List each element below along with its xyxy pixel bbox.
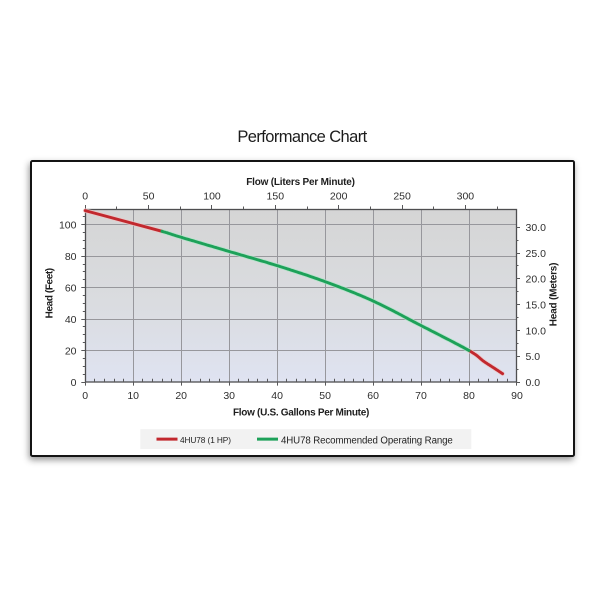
svg-text:30: 30 <box>223 390 235 402</box>
svg-text:200: 200 <box>330 191 348 203</box>
svg-text:Head (Feet): Head (Feet) <box>45 268 56 318</box>
svg-text:50: 50 <box>319 390 331 402</box>
svg-text:0: 0 <box>71 377 77 389</box>
svg-text:Head (Meters): Head (Meters) <box>549 263 560 327</box>
svg-text:Flow (U.S. Gallons Per Minute): Flow (U.S. Gallons Per Minute) <box>233 408 369 419</box>
svg-text:0: 0 <box>82 191 88 203</box>
svg-text:25.0: 25.0 <box>526 248 547 260</box>
svg-text:50: 50 <box>143 191 155 203</box>
svg-text:4HU78 Recommended Operating Ra: 4HU78 Recommended Operating Range <box>281 436 453 447</box>
svg-text:10.0: 10.0 <box>526 325 547 337</box>
svg-text:20: 20 <box>65 345 77 357</box>
svg-text:0.0: 0.0 <box>526 377 541 389</box>
svg-text:250: 250 <box>393 191 411 203</box>
svg-text:90: 90 <box>511 390 523 402</box>
svg-text:4HU78 (1 HP): 4HU78 (1 HP) <box>180 435 231 445</box>
svg-text:0: 0 <box>82 390 88 402</box>
svg-text:5.0: 5.0 <box>526 351 541 363</box>
svg-text:100: 100 <box>59 220 77 232</box>
svg-text:40: 40 <box>271 390 283 402</box>
svg-text:30.0: 30.0 <box>526 222 547 234</box>
svg-text:60: 60 <box>367 390 379 402</box>
svg-text:10: 10 <box>127 390 139 402</box>
svg-text:20: 20 <box>175 390 187 402</box>
svg-text:80: 80 <box>65 251 77 263</box>
svg-text:Flow (Liters Per Minute): Flow (Liters Per Minute) <box>246 177 355 188</box>
svg-text:15.0: 15.0 <box>526 300 547 312</box>
svg-text:150: 150 <box>267 191 285 203</box>
svg-text:100: 100 <box>203 191 221 203</box>
svg-text:300: 300 <box>457 191 475 203</box>
svg-text:70: 70 <box>415 390 427 402</box>
svg-text:60: 60 <box>65 283 77 295</box>
svg-text:40: 40 <box>65 314 77 326</box>
svg-text:80: 80 <box>463 390 475 402</box>
svg-text:20.0: 20.0 <box>526 274 547 286</box>
